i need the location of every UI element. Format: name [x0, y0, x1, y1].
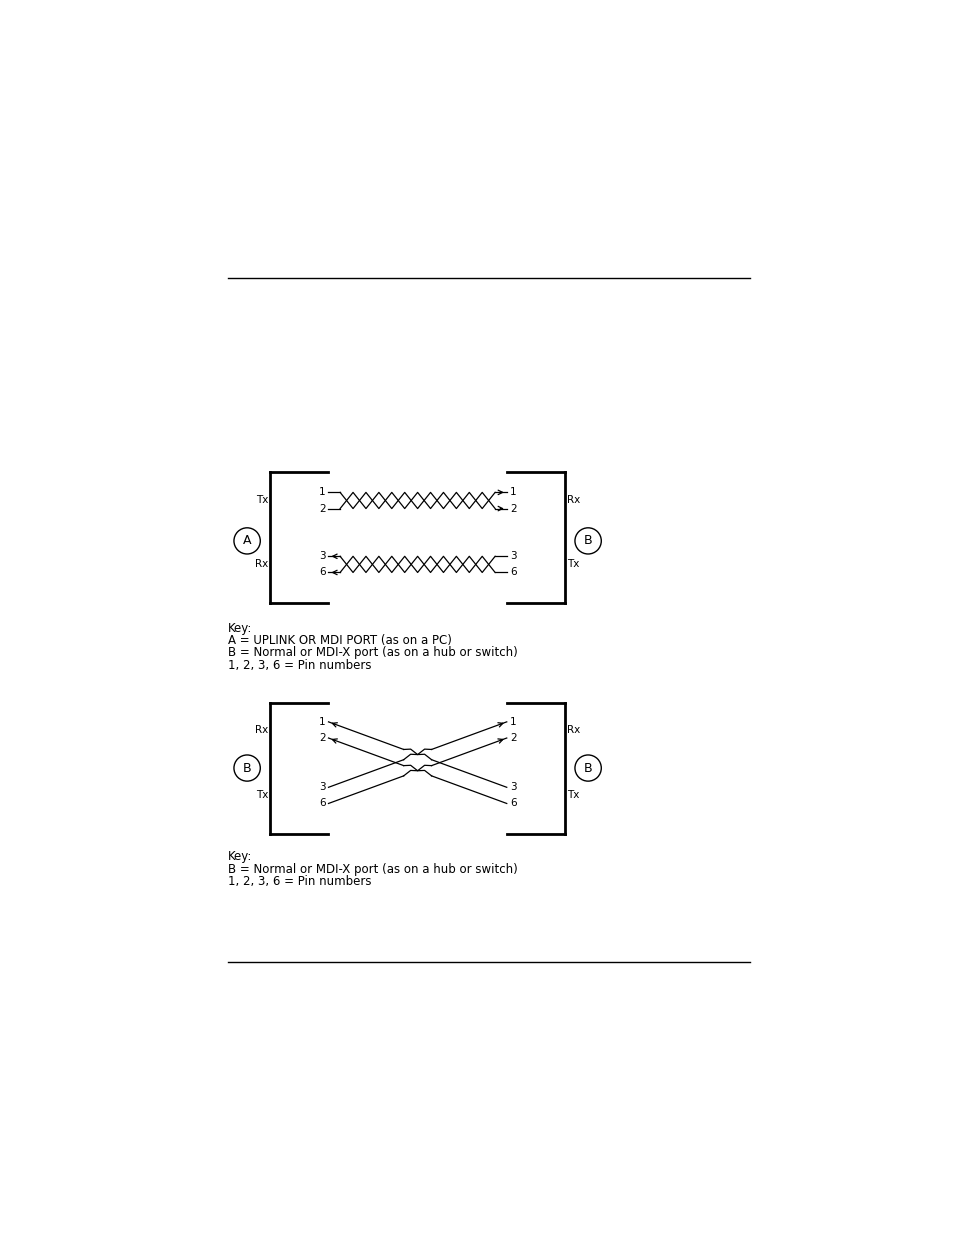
Text: A: A	[243, 535, 251, 547]
Text: 2: 2	[318, 734, 325, 743]
Text: 3: 3	[318, 551, 325, 561]
Text: B = Normal or MDI-X port (as on a hub or switch): B = Normal or MDI-X port (as on a hub or…	[228, 863, 517, 876]
Text: Tx: Tx	[567, 790, 579, 800]
Text: Rx: Rx	[567, 495, 579, 505]
Text: 1: 1	[509, 488, 516, 498]
Text: Key:: Key:	[228, 851, 252, 863]
Text: A = UPLINK OR MDI PORT (as on a PC): A = UPLINK OR MDI PORT (as on a PC)	[228, 634, 451, 647]
Text: 2: 2	[509, 504, 516, 514]
Text: Rx: Rx	[254, 725, 268, 735]
Text: Tx: Tx	[567, 559, 579, 569]
Text: 6: 6	[509, 567, 516, 578]
Text: 1: 1	[318, 488, 325, 498]
Text: 2: 2	[318, 504, 325, 514]
Text: 1, 2, 3, 6 = Pin numbers: 1, 2, 3, 6 = Pin numbers	[228, 658, 371, 672]
Text: B = Normal or MDI-X port (as on a hub or switch): B = Normal or MDI-X port (as on a hub or…	[228, 646, 517, 659]
Text: 6: 6	[509, 799, 516, 809]
Text: 6: 6	[318, 799, 325, 809]
Text: 3: 3	[509, 551, 516, 561]
Text: Tx: Tx	[255, 495, 268, 505]
Text: 3: 3	[509, 782, 516, 793]
Text: 2: 2	[509, 734, 516, 743]
Text: Key:: Key:	[228, 621, 252, 635]
Text: Rx: Rx	[567, 725, 579, 735]
Text: B: B	[583, 762, 592, 774]
Text: Tx: Tx	[255, 790, 268, 800]
Text: 1, 2, 3, 6 = Pin numbers: 1, 2, 3, 6 = Pin numbers	[228, 876, 371, 888]
Text: 6: 6	[318, 567, 325, 578]
Text: Rx: Rx	[254, 559, 268, 569]
Text: 3: 3	[318, 782, 325, 793]
Text: B: B	[243, 762, 252, 774]
Text: 1: 1	[509, 716, 516, 727]
Text: 1: 1	[318, 716, 325, 727]
Text: B: B	[583, 535, 592, 547]
